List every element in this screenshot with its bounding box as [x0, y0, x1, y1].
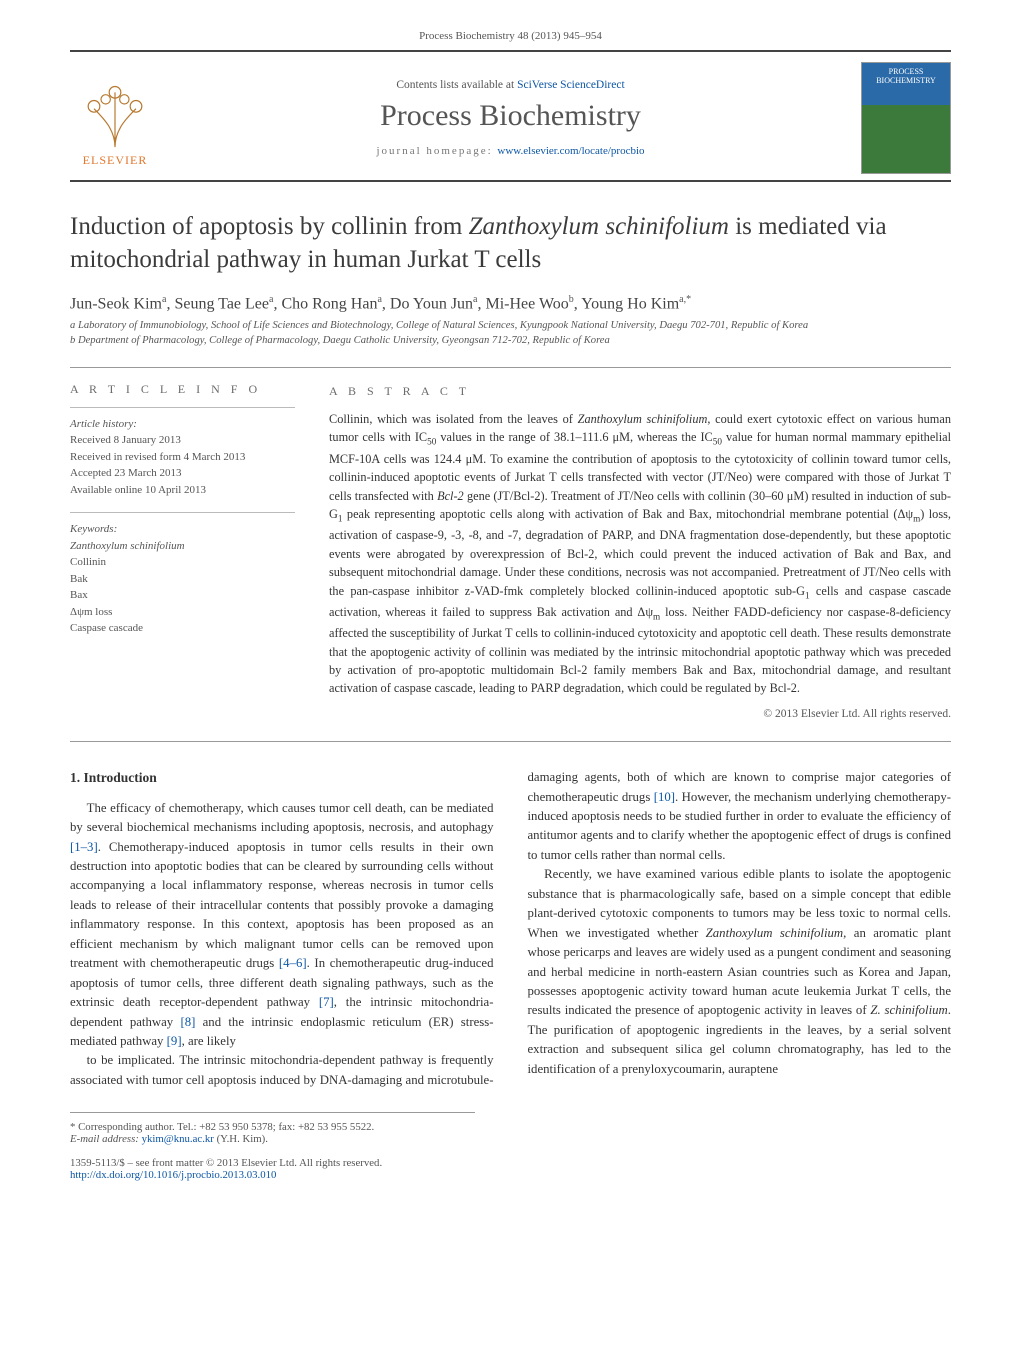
elsevier-wordmark: ELSEVIER	[83, 153, 148, 168]
elsevier-tree-icon	[80, 83, 150, 153]
intro-para-3: Recently, we have examined various edibl…	[528, 865, 952, 1079]
page: Process Biochemistry 48 (2013) 945–954 E…	[0, 0, 1021, 1351]
kw-5: Caspase cascade	[70, 620, 295, 637]
cover-word2: BIOCHEMISTRY	[876, 76, 936, 85]
sciencedirect-link[interactable]: SciVerse ScienceDirect	[517, 79, 625, 91]
affiliation-b: b Department of Pharmacology, College of…	[70, 334, 951, 349]
history-accepted: Accepted 23 March 2013	[70, 465, 295, 482]
cite-7[interactable]: [7]	[319, 995, 334, 1009]
cite-1-3[interactable]: [1–3]	[70, 840, 98, 854]
keywords-label: Keywords:	[70, 521, 295, 538]
kw-4: Δψm loss	[70, 604, 295, 621]
abstract-heading: a b s t r a c t	[329, 382, 951, 400]
history-online: Available online 10 April 2013	[70, 482, 295, 499]
abstract-bottom-rule	[70, 741, 951, 742]
info-subrule-2	[70, 512, 295, 513]
affiliation-a: a Laboratory of Immunobiology, School of…	[70, 319, 951, 334]
body-columns: 1. Introduction The efficacy of chemothe…	[70, 768, 951, 1090]
front-matter-block: 1359-5113/$ – see front matter © 2013 El…	[70, 1157, 951, 1181]
article-info-heading: a r t i c l e i n f o	[70, 382, 295, 397]
journal-name: Process Biochemistry	[182, 99, 839, 133]
cite-9[interactable]: [9]	[167, 1034, 182, 1048]
section-1-heading: 1. Introduction	[70, 768, 494, 789]
affiliation-rule	[70, 367, 951, 368]
history-label: Article history:	[70, 416, 295, 433]
elsevier-logo: ELSEVIER	[70, 68, 160, 168]
kw-1: Collinin	[70, 554, 295, 571]
journal-cover-thumb: PROCESS BIOCHEMISTRY	[861, 62, 951, 174]
info-abstract-row: a r t i c l e i n f o Article history: R…	[70, 382, 951, 723]
corresponding-email-line: E-mail address: ykim@knu.ac.kr (Y.H. Kim…	[70, 1133, 475, 1145]
intro-para-1: The efficacy of chemotherapy, which caus…	[70, 799, 494, 1052]
homepage-prefix: journal homepage:	[376, 145, 497, 157]
kw-0: Zanthoxylum schinifolium	[70, 538, 295, 555]
kw-2: Bak	[70, 571, 295, 588]
homepage-link[interactable]: www.elsevier.com/locate/procbio	[497, 145, 644, 157]
cite-4-6[interactable]: [4–6]	[279, 956, 307, 970]
abstract-text: Collinin, which was isolated from the le…	[329, 410, 951, 698]
abstract-copyright: © 2013 Elsevier Ltd. All rights reserved…	[329, 706, 951, 723]
abstract-column: a b s t r a c t Collinin, which was isol…	[329, 382, 951, 723]
doi-link[interactable]: http://dx.doi.org/10.1016/j.procbio.2013…	[70, 1169, 276, 1181]
history-received: Received 8 January 2013	[70, 432, 295, 449]
cite-8[interactable]: [8]	[180, 1015, 195, 1029]
journal-header: ELSEVIER Contents lists available at Sci…	[70, 52, 951, 180]
email-tail: (Y.H. Kim).	[214, 1133, 268, 1145]
front-matter-line: 1359-5113/$ – see front matter © 2013 El…	[70, 1157, 951, 1169]
homepage-line: journal homepage: www.elsevier.com/locat…	[182, 145, 839, 157]
kw-3: Bax	[70, 587, 295, 604]
header-center: Contents lists available at SciVerse Sci…	[182, 79, 839, 157]
cover-word1: PROCESS	[889, 67, 924, 76]
keywords-block: Keywords: Zanthoxylum schinifolium Colli…	[70, 521, 295, 637]
cite-10[interactable]: [10]	[654, 790, 675, 804]
article-info-column: a r t i c l e i n f o Article history: R…	[70, 382, 295, 723]
footnotes: * Corresponding author. Tel.: +82 53 950…	[70, 1112, 475, 1145]
info-subrule-1	[70, 407, 295, 408]
corresponding-author: * Corresponding author. Tel.: +82 53 950…	[70, 1121, 475, 1133]
running-head: Process Biochemistry 48 (2013) 945–954	[70, 30, 951, 42]
contents-prefix: Contents lists available at	[396, 79, 517, 91]
article-history: Article history: Received 8 January 2013…	[70, 416, 295, 499]
corresponding-email-link[interactable]: ykim@knu.ac.kr	[142, 1133, 214, 1145]
affiliations: a Laboratory of Immunobiology, School of…	[70, 319, 951, 349]
contents-line: Contents lists available at SciVerse Sci…	[182, 79, 839, 91]
email-label: E-mail address:	[70, 1133, 142, 1145]
history-revised: Received in revised form 4 March 2013	[70, 449, 295, 466]
author-list: Jun-Seok Kima, Seung Tae Leea, Cho Rong …	[70, 294, 951, 313]
article-title: Induction of apoptosis by collinin from …	[70, 210, 951, 276]
header-bottom-rule	[70, 180, 951, 182]
